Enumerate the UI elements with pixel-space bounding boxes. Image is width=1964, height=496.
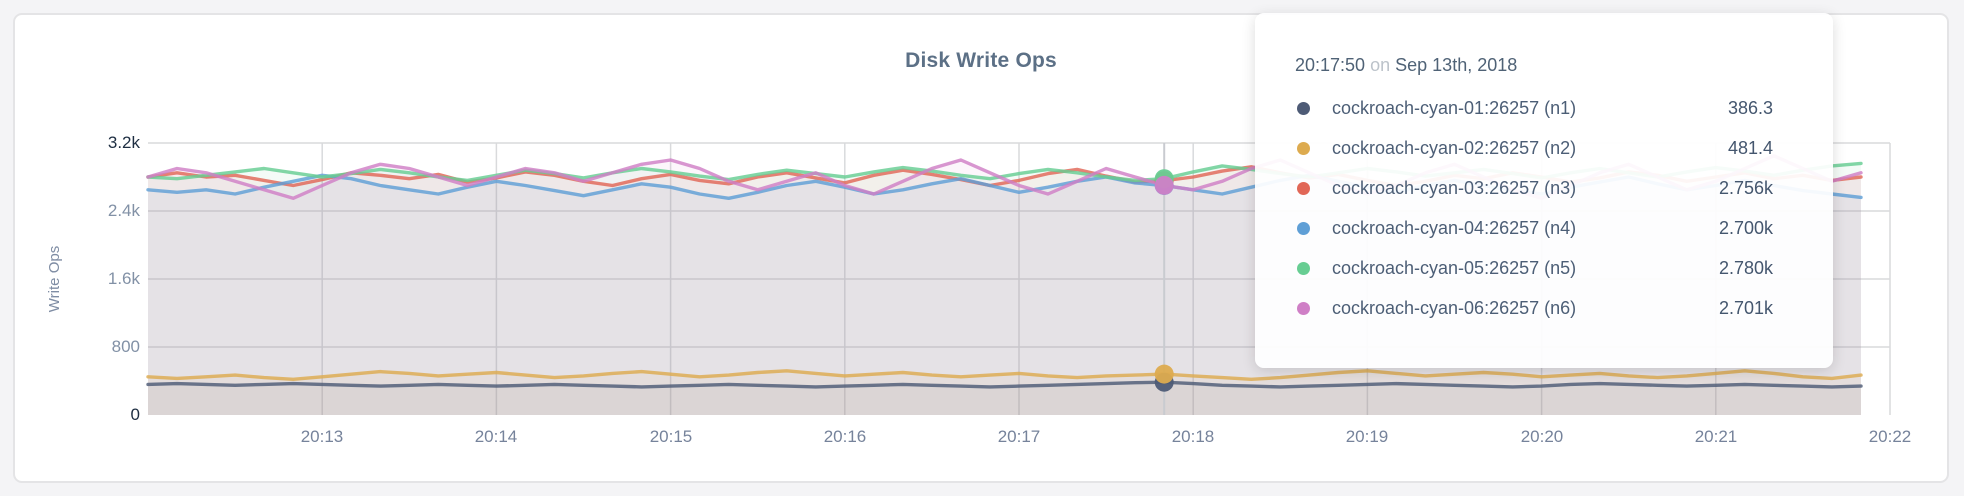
x-axis-tick: 20:16: [823, 427, 867, 446]
tooltip-conjunction: on: [1370, 55, 1391, 75]
x-axis-tick: 20:15: [649, 427, 693, 446]
series-label: cockroach-cyan-03:26257 (n3): [1332, 177, 1577, 198]
series-value: 2.780k: [1718, 257, 1773, 278]
x-axis-tick: 20:20: [1520, 427, 1564, 446]
y-axis-tick: 2.4k: [107, 201, 140, 220]
tooltip-row: cockroach-cyan-01:26257 (n1) 386.3: [1293, 88, 1833, 128]
x-axis-tick: 20:14: [474, 427, 518, 446]
series-label: cockroach-cyan-02:26257 (n2): [1332, 137, 1577, 158]
series-label: cockroach-cyan-04:26257 (n4): [1332, 217, 1577, 238]
series-color-dot-icon: [1297, 101, 1310, 115]
y-axis-tick: 800: [111, 337, 140, 356]
x-axis-tick: 20:19: [1345, 427, 1389, 446]
tooltip-time: 20:17:50: [1295, 55, 1366, 75]
series-value: 386.3: [1727, 97, 1773, 118]
tooltip-row: cockroach-cyan-06:26257 (n6) 2.701k: [1293, 288, 1833, 328]
series-color-dot-icon: [1297, 221, 1310, 235]
series-label: cockroach-cyan-05:26257 (n5): [1332, 257, 1577, 278]
tooltip-row: cockroach-cyan-02:26257 (n2) 481.4: [1293, 128, 1833, 168]
series-color-dot-icon: [1297, 261, 1310, 275]
tooltip-row: cockroach-cyan-05:26257 (n5) 2.780k: [1293, 248, 1833, 288]
chart-title: Disk Write Ops: [905, 49, 1057, 72]
series-label: cockroach-cyan-01:26257 (n1): [1332, 97, 1577, 118]
x-axis-tick: 20:21: [1694, 427, 1738, 446]
y-axis-tick: 1.6k: [107, 269, 140, 288]
y-axis-tick: 3.2k: [107, 133, 140, 152]
series-label: cockroach-cyan-06:26257 (n6): [1332, 297, 1577, 318]
tooltip-header: 20:17:50 on Sep 13th, 2018: [1293, 55, 1833, 76]
series-value: 2.756k: [1718, 177, 1773, 198]
tooltip-row: cockroach-cyan-04:26257 (n4) 2.700k: [1293, 208, 1833, 248]
series-color-dot-icon: [1297, 301, 1310, 315]
series-value: 2.701k: [1718, 297, 1773, 318]
series-color-dot-icon: [1297, 181, 1310, 195]
series-value: 481.4: [1727, 137, 1773, 158]
x-axis-tick: 20:17: [997, 427, 1041, 446]
series-color-dot-icon: [1297, 141, 1310, 155]
x-axis-tick: 20:18: [1171, 427, 1215, 446]
x-axis-tick: 20:22: [1868, 427, 1912, 446]
y-axis-tick: 0: [130, 405, 140, 424]
tooltip-date: Sep 13th, 2018: [1395, 55, 1518, 75]
tooltip-row: cockroach-cyan-03:26257 (n3) 2.756k: [1293, 168, 1833, 208]
x-axis-tick: 20:13: [300, 427, 344, 446]
chart-tooltip: 20:17:50 on Sep 13th, 2018 cockroach-cya…: [1255, 13, 1833, 368]
series-value: 2.700k: [1718, 217, 1773, 238]
